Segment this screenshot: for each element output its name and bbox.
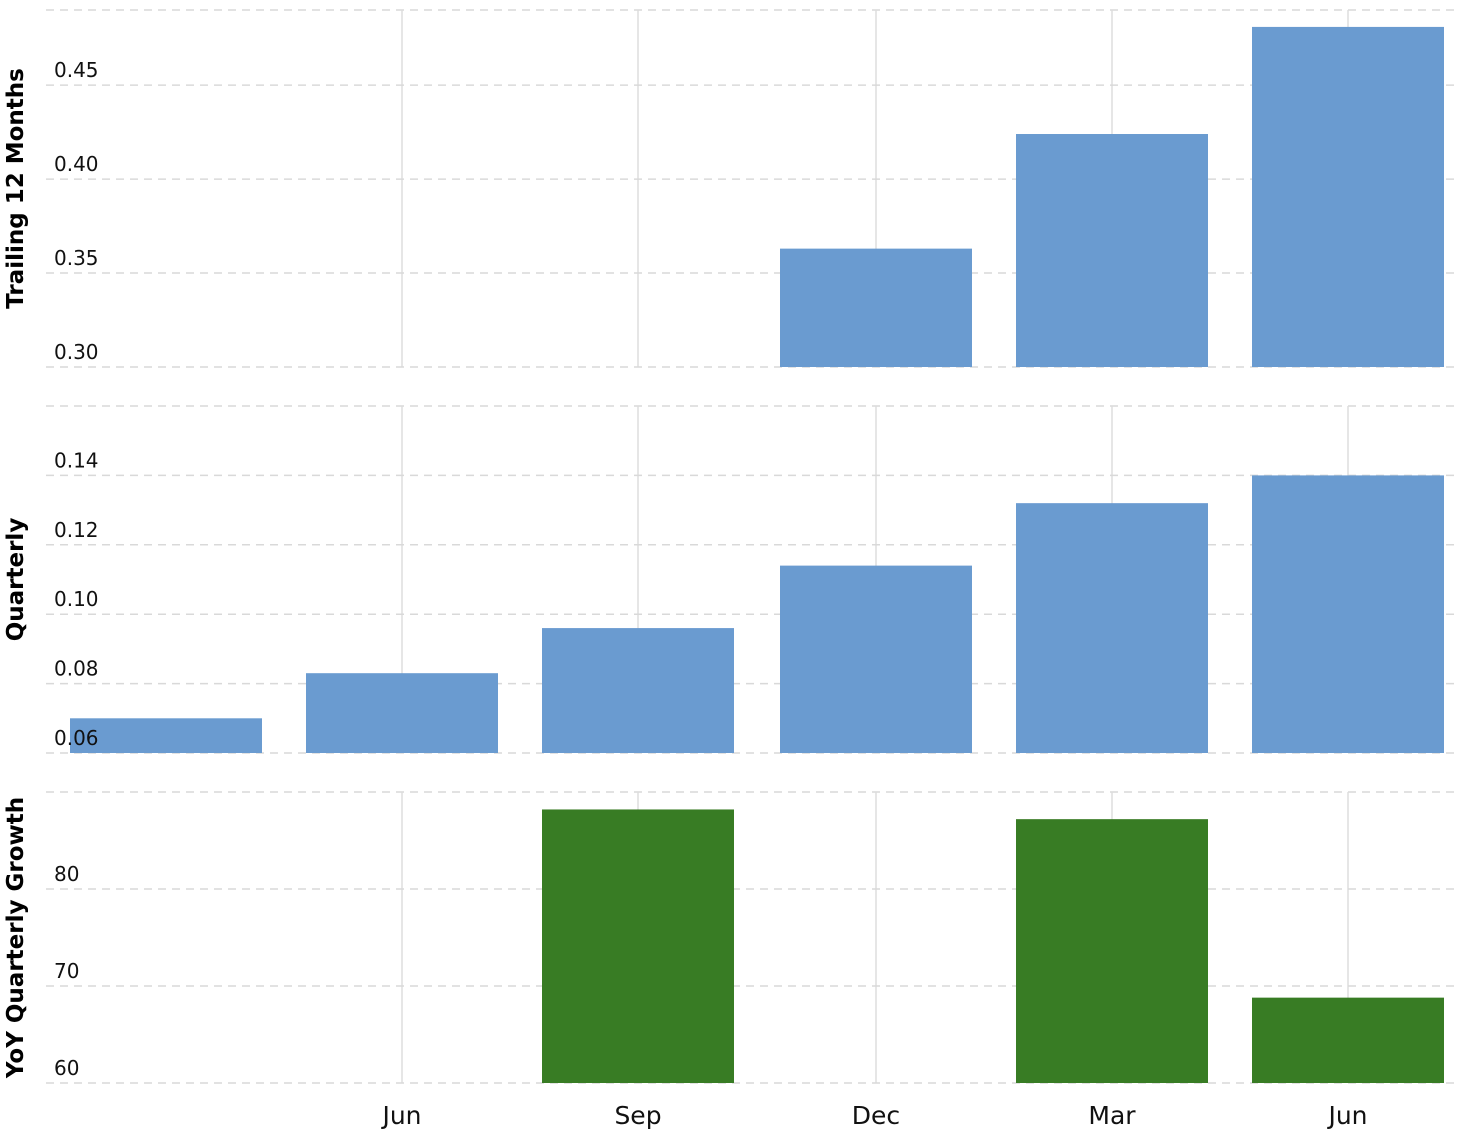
panel-1: 0.30 0.35 0.40 0.45 Trailing 12 Months xyxy=(3,9,1456,368)
y-tick-label: 80 xyxy=(54,862,79,886)
bar-2-2 xyxy=(306,673,498,753)
bar-2-1 xyxy=(70,718,262,753)
x-tick-label: Dec xyxy=(852,1101,900,1130)
panel-2: 0.06 0.08 0.10 0.12 0.14 Quarterly xyxy=(3,405,1456,754)
panel-3: 60 70 80 YoY Quarterly Growth xyxy=(3,791,1456,1084)
y-tick-label: 0.14 xyxy=(54,448,99,472)
bar-1-5 xyxy=(1016,134,1208,367)
bar-3-6 xyxy=(1252,997,1444,1083)
x-tick-label: Sep xyxy=(614,1101,661,1130)
bar-1-4 xyxy=(780,248,972,367)
bar-2-4 xyxy=(780,565,972,753)
y-tick-label: 0.12 xyxy=(54,518,99,542)
bar-3-5 xyxy=(1016,819,1208,1083)
y-tick-label: 0.08 xyxy=(54,657,99,681)
y-tick-label: 0.06 xyxy=(54,726,99,750)
y-axis-label: YoY Quarterly Growth xyxy=(3,797,29,1079)
x-tick-label: Jun xyxy=(1326,1101,1367,1130)
y-axis-label: Trailing 12 Months xyxy=(3,68,29,309)
y-tick-label: 70 xyxy=(54,959,79,983)
y-tick-label: 0.35 xyxy=(54,246,99,270)
y-tick-label: 0.10 xyxy=(54,587,99,611)
y-tick-label: 0.30 xyxy=(54,340,99,364)
y-tick-label: 60 xyxy=(54,1056,79,1080)
y-tick-label: 0.45 xyxy=(54,58,99,82)
bar-2-6 xyxy=(1252,475,1444,753)
bar-2-3 xyxy=(542,628,734,753)
bar-2-5 xyxy=(1016,503,1208,753)
x-tick-label: Jun xyxy=(380,1101,421,1130)
x-axis: Jun Sep Dec Mar Jun xyxy=(380,1101,1367,1130)
y-axis-label: Quarterly xyxy=(3,518,29,642)
bar-1-6 xyxy=(1252,26,1444,368)
y-tick-label: 0.40 xyxy=(54,152,99,176)
x-tick-label: Mar xyxy=(1088,1101,1136,1130)
bar-3-3 xyxy=(542,809,734,1083)
